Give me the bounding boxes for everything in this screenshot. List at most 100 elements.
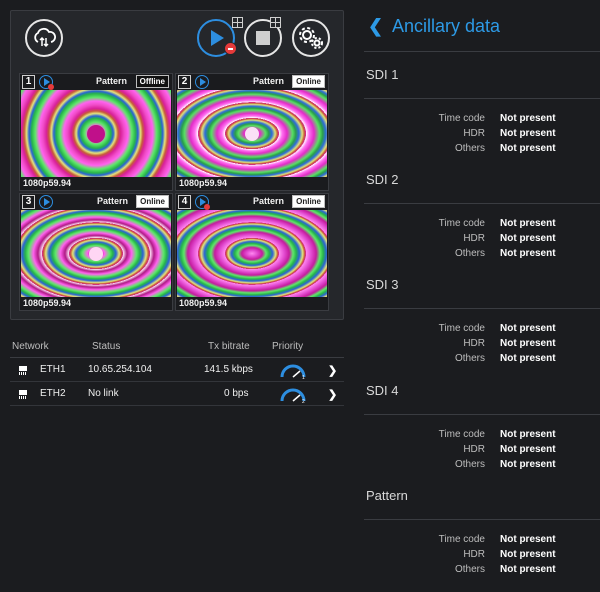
section-divider (364, 308, 600, 309)
tile-number: 2 (178, 75, 191, 89)
tile-play-icon[interactable] (195, 195, 209, 209)
kv-value: Not present (500, 353, 556, 364)
tile-number: 4 (178, 195, 191, 209)
preview-tile-3[interactable]: 3 Pattern Online (19, 193, 173, 311)
tile-alert-icon (48, 84, 54, 90)
tile-number: 1 (22, 75, 35, 89)
network-status: 10.65.254.104 (88, 364, 152, 375)
title-divider (364, 51, 600, 52)
kv-row: Others Not present (352, 143, 600, 158)
kv-value: Not present (500, 218, 556, 229)
layout-grid-icon[interactable] (232, 17, 243, 28)
kv-key: Others (454, 248, 485, 259)
back-chevron-icon[interactable]: ❮ (368, 16, 384, 36)
network-bitrate: 0 bps (224, 388, 249, 399)
stop-button[interactable] (244, 19, 282, 57)
network-name: ETH2 (40, 388, 66, 399)
kv-row: Others Not present (352, 459, 600, 474)
kv-value: Not present (500, 534, 556, 545)
tile-source-label: Pattern (96, 76, 128, 86)
page-title: Ancillary data (392, 16, 501, 36)
settings-icon (299, 27, 323, 49)
kv-value: Not present (500, 323, 556, 334)
preview-tile-2[interactable]: 2 Pattern Online (175, 73, 329, 191)
tile-play-icon[interactable] (39, 195, 53, 209)
header-status: Status (92, 341, 121, 352)
ethernet-icon (19, 390, 27, 399)
kv-value: Not present (500, 233, 556, 244)
network-table-header: Network Status Tx bitrate Priority (10, 338, 344, 358)
play-icon (211, 30, 224, 46)
kv-value: Not present (500, 459, 556, 470)
tile-source-label: Pattern (253, 196, 285, 206)
tile-play-icon[interactable] (195, 75, 209, 89)
tile-header: 2 Pattern Online (176, 74, 328, 90)
kv-row: HDR Not present (352, 549, 600, 564)
tile-play-icon[interactable] (39, 75, 53, 89)
chevron-right-icon[interactable]: ❯ (328, 365, 338, 377)
section-divider (364, 203, 600, 204)
section-divider (364, 519, 600, 520)
kv-key: Time code (438, 218, 485, 229)
section-title: Pattern (366, 488, 408, 503)
status-badge: Offline (135, 75, 169, 88)
stop-badge-icon (224, 42, 237, 55)
section-title: SDI 1 (366, 67, 399, 82)
kv-row: Time code Not present (352, 534, 600, 549)
kv-row: Time code Not present (352, 218, 600, 233)
video-format: 1080p59.94 (179, 298, 228, 308)
tile-alert-icon (204, 204, 210, 210)
tile-header: 1 Pattern Offline (20, 74, 172, 90)
section-title: SDI 4 (366, 383, 399, 398)
video-format: 1080p59.94 (179, 178, 228, 188)
kv-key: Time code (438, 534, 485, 545)
kv-key: HDR (463, 233, 485, 244)
tile-source-label: Pattern (253, 76, 285, 86)
kv-key: Others (454, 564, 485, 575)
preview-panel: 1 Pattern Offline (10, 10, 344, 320)
toolbar (11, 11, 343, 67)
tile-header: 3 Pattern Online (20, 194, 172, 210)
network-row-eth1[interactable]: ETH1 10.65.254.104 141.5 kbps 1 ❯ (10, 358, 344, 382)
ethernet-icon (19, 366, 27, 375)
preview-tile-4[interactable]: 4 Pattern Online (175, 193, 329, 311)
kv-row: HDR Not present (352, 338, 600, 353)
play-button[interactable] (197, 19, 235, 57)
kv-key: HDR (463, 549, 485, 560)
preview-tile-1[interactable]: 1 Pattern Offline (19, 73, 173, 191)
kv-value: Not present (500, 128, 556, 139)
svg-text:1: 1 (302, 375, 305, 380)
kv-key: Others (454, 353, 485, 364)
network-status: No link (88, 388, 119, 399)
network-bitrate: 141.5 kbps (204, 364, 253, 375)
kv-row: Time code Not present (352, 113, 600, 128)
kv-row: Others Not present (352, 248, 600, 263)
layout-grid-icon-2[interactable] (270, 17, 281, 28)
tile-header: 4 Pattern Online (176, 194, 328, 210)
kv-value: Not present (500, 248, 556, 259)
kv-row: HDR Not present (352, 128, 600, 143)
status-badge: Online (292, 75, 325, 88)
video-format: 1080p59.94 (23, 298, 72, 308)
header-priority: Priority (272, 341, 304, 352)
section-divider (364, 414, 600, 415)
kv-value: Not present (500, 444, 556, 455)
kv-key: Time code (438, 113, 485, 124)
kv-key: Time code (438, 323, 485, 334)
kv-key: Others (454, 459, 485, 470)
kv-key: HDR (463, 338, 485, 349)
kv-row: HDR Not present (352, 233, 600, 248)
network-row-eth2[interactable]: ETH2 No link 0 bps 2 ❯ (10, 382, 344, 406)
stop-icon (256, 31, 270, 45)
priority-gauge-icon[interactable]: 1 (278, 360, 308, 380)
priority-gauge-icon[interactable]: 2 (278, 384, 308, 404)
section-title: SDI 2 (366, 172, 399, 187)
section-title: SDI 3 (366, 277, 399, 292)
cloud-sync-button[interactable] (25, 19, 63, 57)
kv-key: Time code (438, 429, 485, 440)
chevron-right-icon[interactable]: ❯ (328, 389, 338, 401)
kv-key: Others (454, 143, 485, 154)
settings-button[interactable] (292, 19, 330, 57)
network-name: ETH1 (40, 364, 66, 375)
header-tx-bitrate: Tx bitrate (208, 341, 250, 352)
